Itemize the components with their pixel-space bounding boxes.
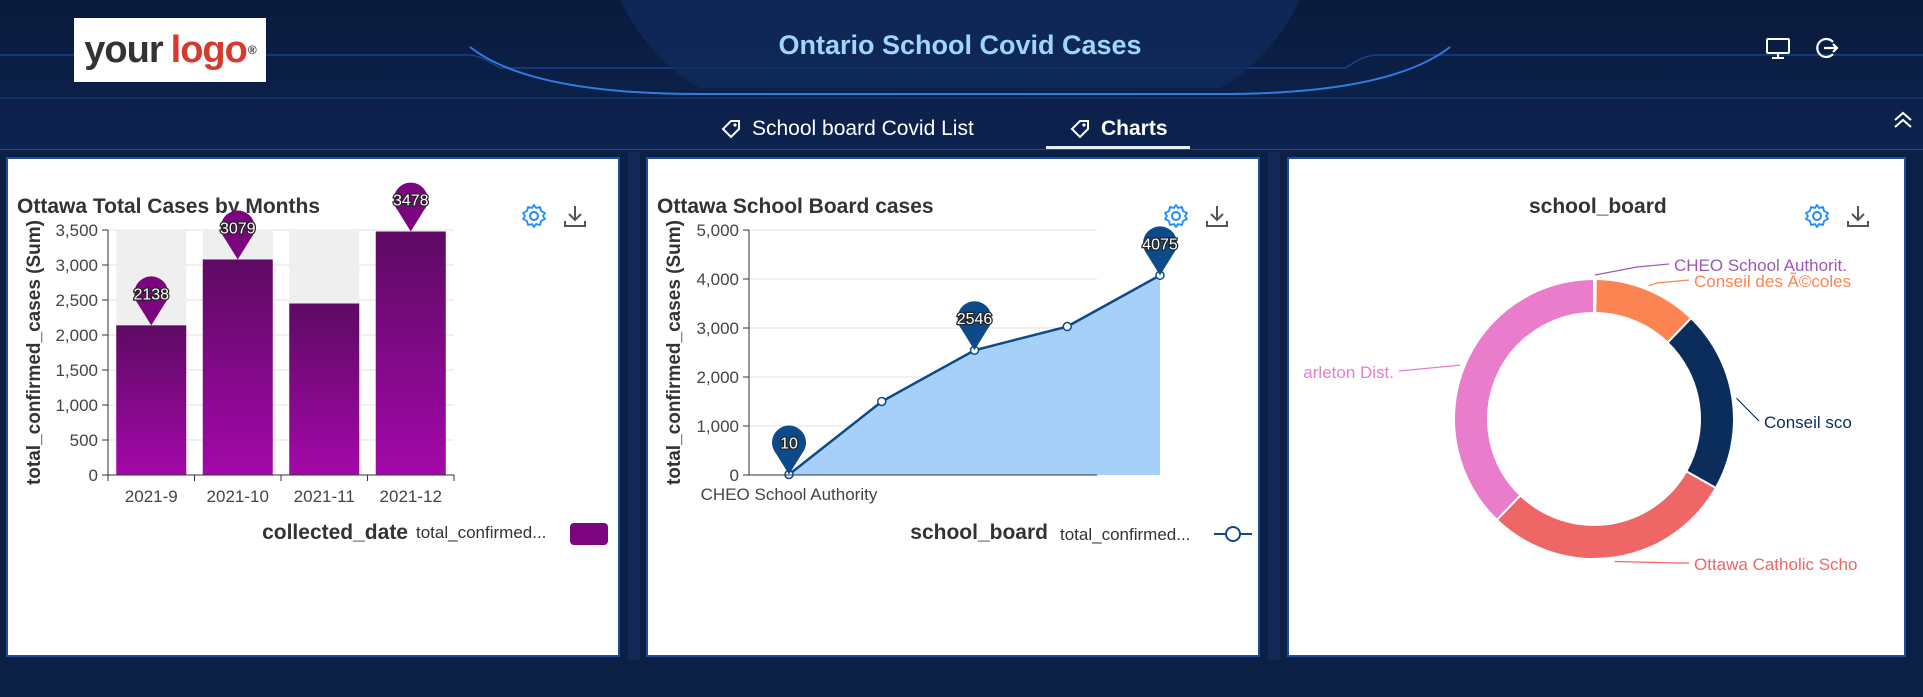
marker-label: 10 bbox=[780, 436, 798, 453]
panel-divider bbox=[1268, 152, 1280, 660]
marker-pin: 3478 bbox=[392, 182, 430, 232]
marker-pin-shape bbox=[957, 301, 992, 351]
y-tick-label: 1,000 bbox=[55, 396, 98, 415]
company-logo: your logo ® bbox=[74, 18, 266, 82]
marker-pin-shape bbox=[134, 276, 169, 326]
y-tick-label: 5,000 bbox=[696, 221, 739, 240]
y-tick-label: 0 bbox=[730, 466, 739, 485]
x-tick-label: 2021-12 bbox=[380, 487, 442, 506]
x-tick-label: CHEO School Authority bbox=[701, 485, 878, 504]
legend-label: total_confirmed... bbox=[416, 523, 546, 542]
y-axis-title: total_confirmed_cases (Sum) bbox=[24, 220, 45, 485]
download-icon[interactable] bbox=[1845, 203, 1871, 229]
tab-school-board-list[interactable]: School board Covid List bbox=[720, 108, 974, 150]
marker-pin: 10 bbox=[772, 425, 806, 475]
footer-bar bbox=[0, 660, 1923, 697]
marker-pin-shape bbox=[1143, 226, 1177, 276]
chart-title: school_board bbox=[1529, 195, 1667, 218]
donut-slice bbox=[1495, 469, 1718, 560]
x-tick-label: 2021-11 bbox=[294, 487, 355, 506]
x-tick-label: 2021-9 bbox=[125, 487, 178, 506]
logo-text-your: your bbox=[84, 28, 163, 71]
marker-label: 3478 bbox=[393, 193, 429, 210]
marker-pin-shape bbox=[772, 425, 806, 475]
data-point bbox=[877, 396, 887, 407]
chart-panel-monthly: Ottawa Total Cases by Months 0 500 1,000 1,… bbox=[6, 157, 620, 657]
marker-pin: 2138 bbox=[132, 276, 170, 326]
tag-icon bbox=[1070, 120, 1089, 139]
label-leader-line bbox=[1648, 279, 1690, 287]
tab-label: Charts bbox=[1101, 117, 1168, 140]
label-leader-line bbox=[1398, 364, 1461, 372]
marker-pin: 4075 bbox=[1141, 226, 1179, 276]
chevron-up-icon[interactable] bbox=[1890, 108, 1916, 134]
label-leader-line bbox=[1736, 397, 1760, 422]
header-frame bbox=[0, 0, 1923, 150]
x-axis-title: school_board bbox=[910, 521, 1048, 544]
legend-marker bbox=[1225, 526, 1241, 542]
tag-icon bbox=[721, 120, 740, 139]
marker-pin-shape bbox=[220, 210, 255, 260]
logo-text-logo: logo bbox=[170, 28, 248, 71]
tab-bar: School board Covid List Charts bbox=[0, 108, 1923, 150]
label-leader-line bbox=[1614, 560, 1689, 564]
bar bbox=[289, 303, 360, 475]
marker-pin: 2546 bbox=[955, 301, 994, 351]
y-tick-label: 2,000 bbox=[696, 368, 739, 387]
panel-divider bbox=[628, 152, 640, 660]
tab-label: School board Covid List bbox=[752, 117, 974, 140]
x-tick-label: 2021-10 bbox=[207, 487, 269, 506]
y-tick-label: 1,500 bbox=[55, 361, 98, 380]
y-tick-label: 2,500 bbox=[55, 291, 98, 310]
area-fill bbox=[789, 275, 1160, 475]
monitor-icon[interactable] bbox=[1764, 34, 1792, 62]
active-tab-indicator bbox=[1046, 146, 1190, 149]
slice-label: arleton Dist. bbox=[1303, 363, 1394, 382]
gear-icon[interactable] bbox=[521, 203, 547, 229]
y-tick-label: 1,000 bbox=[696, 417, 739, 436]
y-tick-label: 0 bbox=[89, 466, 98, 485]
download-icon[interactable] bbox=[562, 203, 588, 229]
y-tick-label: 2,000 bbox=[55, 326, 98, 345]
y-tick-label: 4,000 bbox=[696, 270, 739, 289]
legend-label: total_confirmed... bbox=[1060, 525, 1190, 544]
area-chart: 0 1,000 2,000 3,000 4,000 5,000 10 2546 4075 CHEO… bbox=[664, 220, 1252, 544]
donut-slice bbox=[1453, 277, 1595, 522]
bar bbox=[202, 259, 273, 475]
marker-label: 4075 bbox=[1142, 236, 1178, 253]
y-tick-label: 3,000 bbox=[55, 256, 98, 275]
logout-icon[interactable] bbox=[1812, 34, 1840, 62]
slice-label: CHEO School Authorit. bbox=[1674, 256, 1847, 275]
logo-registered: ® bbox=[247, 43, 257, 57]
y-tick-label: 3,500 bbox=[55, 221, 98, 240]
legend-swatch bbox=[570, 523, 608, 545]
marker-pin-shape bbox=[393, 182, 428, 232]
slice-label: Conseil des Ã©coles bbox=[1694, 272, 1851, 291]
gear-icon[interactable] bbox=[1163, 203, 1189, 229]
chart-title: Ottawa School Board cases bbox=[657, 195, 934, 218]
data-point bbox=[1062, 321, 1072, 332]
marker-label: 2546 bbox=[957, 311, 993, 328]
x-axis-title: collected_date bbox=[262, 521, 408, 544]
chart-panel-school-board: Ottawa School Board cases 0 1,000 2,000 3,0… bbox=[646, 157, 1260, 657]
y-axis-title: total_confirmed_cases (Sum) bbox=[664, 220, 685, 485]
slice-label: Ottawa Catholic Scho bbox=[1694, 555, 1857, 574]
donut-chart: CHEO School Authorit.Conseil des Ã©coles… bbox=[1303, 256, 1857, 574]
gear-icon[interactable] bbox=[1804, 203, 1830, 229]
tab-charts[interactable]: Charts bbox=[1069, 108, 1168, 150]
bar bbox=[375, 231, 446, 475]
download-icon[interactable] bbox=[1204, 203, 1230, 229]
y-tick-label: 500 bbox=[70, 431, 98, 450]
chart-panel-donut: school_board CHEO School Authorit. Consei… bbox=[1287, 157, 1906, 657]
marker-pin: 3079 bbox=[219, 210, 257, 260]
slice-label: Conseil sco bbox=[1764, 413, 1852, 432]
donut-slice bbox=[1666, 316, 1735, 490]
label-leader-line bbox=[1594, 263, 1670, 276]
bar-chart: 0 500 1,000 1,500 2,000 2,500 3,000 3,500 2021-9… bbox=[24, 182, 608, 545]
bar bbox=[116, 325, 187, 475]
page-title: Ontario School Covid Cases bbox=[778, 30, 1142, 60]
marker-label: 2138 bbox=[133, 286, 169, 303]
y-tick-label: 3,000 bbox=[696, 319, 739, 338]
marker-label: 3079 bbox=[220, 220, 256, 237]
